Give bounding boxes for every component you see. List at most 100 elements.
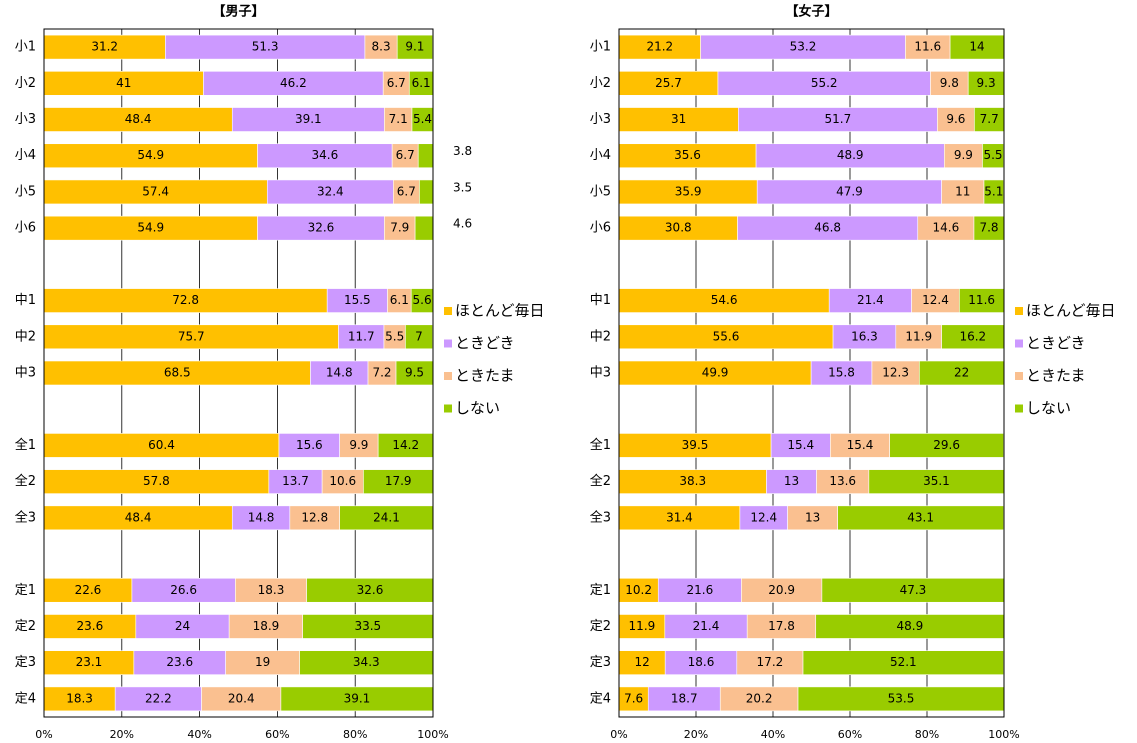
bar-segment [802, 650, 1004, 675]
bar-segment [363, 469, 434, 494]
data-label: 23.6 [166, 655, 193, 669]
data-label: 75.7 [178, 329, 205, 343]
y-tick-label: 定4 [15, 691, 36, 706]
data-label: 9.8 [940, 76, 959, 90]
bar-segment [830, 433, 890, 458]
legend-swatch [1015, 307, 1023, 315]
y-tick-label: 全2 [590, 473, 611, 489]
bar-segment [339, 505, 434, 531]
data-label: 39.1 [344, 691, 371, 705]
data-label: 12.3 [882, 366, 909, 380]
y-tick-label: 全1 [590, 437, 611, 453]
bar-segment [766, 469, 817, 494]
legend-swatch [1015, 404, 1023, 413]
data-label: 9.5 [405, 366, 424, 380]
data-label: 14.8 [326, 366, 353, 380]
plot-border [618, 28, 1005, 718]
bar-segment [231, 505, 291, 531]
data-label: 34.3 [353, 655, 380, 669]
y-tick-label: 中3 [590, 366, 611, 381]
data-label: 46.2 [280, 76, 307, 90]
data-label: 11.9 [905, 329, 932, 343]
bar-segment [43, 179, 268, 205]
data-label: 24 [175, 619, 190, 633]
data-label: 47.3 [900, 583, 927, 597]
data-label: 39.1 [295, 112, 322, 126]
data-label: 9.3 [977, 76, 996, 90]
y-tick-label: 全3 [590, 509, 611, 525]
bar-segment [225, 650, 300, 675]
data-label: 48.4 [125, 112, 152, 126]
data-label: 14 [969, 40, 984, 54]
legend-swatch [1015, 339, 1023, 348]
bar-segment [268, 469, 323, 494]
bar-segment [797, 686, 1005, 712]
data-label: 54.9 [137, 221, 164, 235]
bar-segment [700, 34, 906, 60]
legend-label: ときどき [455, 334, 515, 352]
data-label: 51.3 [252, 40, 279, 54]
bar-segment [201, 686, 282, 712]
bar-segment [918, 360, 1005, 386]
data-label: 6.1 [412, 76, 431, 90]
data-label: 31.2 [91, 40, 118, 54]
data-label: 31.4 [666, 510, 693, 524]
data-label: 10.2 [625, 583, 652, 597]
legend-swatch [444, 307, 452, 315]
data-label: 48.9 [837, 148, 864, 162]
data-label: 54.6 [711, 293, 738, 307]
data-label: 21.4 [693, 619, 720, 633]
bar-segment [393, 179, 420, 205]
data-label: 53.2 [790, 40, 817, 54]
data-label: 33.5 [354, 619, 381, 633]
data-label: 24.1 [373, 510, 400, 524]
data-label: 43.1 [907, 510, 934, 524]
bar-segment [810, 360, 873, 386]
data-label: 13 [805, 510, 820, 524]
y-tick-label: 定3 [15, 655, 36, 670]
data-label: 8.3 [372, 40, 391, 54]
bar-segment [905, 34, 951, 60]
bar-segment [280, 686, 434, 712]
legend-label: ほとんど毎日 [1026, 302, 1116, 320]
bar-segment [868, 469, 1005, 494]
y-tick-label: 定2 [590, 619, 611, 634]
bar-segment [756, 179, 942, 205]
data-label: 5.5 [385, 329, 404, 343]
data-label: 15.8 [828, 366, 855, 380]
bar-segment [787, 505, 838, 531]
bar-segment [973, 215, 1005, 241]
data-label: 7.7 [980, 112, 999, 126]
bar-segment [228, 614, 303, 639]
bar-segment [618, 71, 719, 96]
bar-segment [310, 360, 369, 386]
data-label: 17.2 [757, 655, 784, 669]
bar-segment [739, 505, 788, 531]
legend-label: ときどき [1026, 334, 1086, 352]
bar-segment [889, 433, 1004, 458]
bar-segment [770, 433, 831, 458]
x-tick-label: 60% [838, 728, 862, 741]
x-tick-label: 20% [684, 728, 708, 741]
data-label: 17.8 [768, 619, 795, 633]
bar-segment [618, 34, 701, 60]
data-label: 15.6 [296, 438, 323, 452]
bar-segment [618, 360, 812, 386]
bar-segment [419, 179, 434, 205]
data-label: 11.6 [914, 40, 941, 54]
data-label: 15.5 [344, 293, 371, 307]
bar-segment [828, 288, 912, 313]
y-tick-label: 全3 [15, 509, 36, 525]
bar-segment [377, 433, 434, 458]
bar-segment [321, 469, 364, 494]
bar-segment [930, 71, 969, 96]
bar-segment [832, 324, 897, 350]
data-label: 20.2 [746, 691, 773, 705]
data-label: 25.7 [655, 76, 682, 90]
bar-segment [43, 71, 204, 96]
bar-segment [266, 179, 394, 205]
data-label: 3.8 [453, 144, 472, 158]
data-label: 55.2 [811, 76, 838, 90]
x-tick-label: 40% [187, 728, 211, 741]
